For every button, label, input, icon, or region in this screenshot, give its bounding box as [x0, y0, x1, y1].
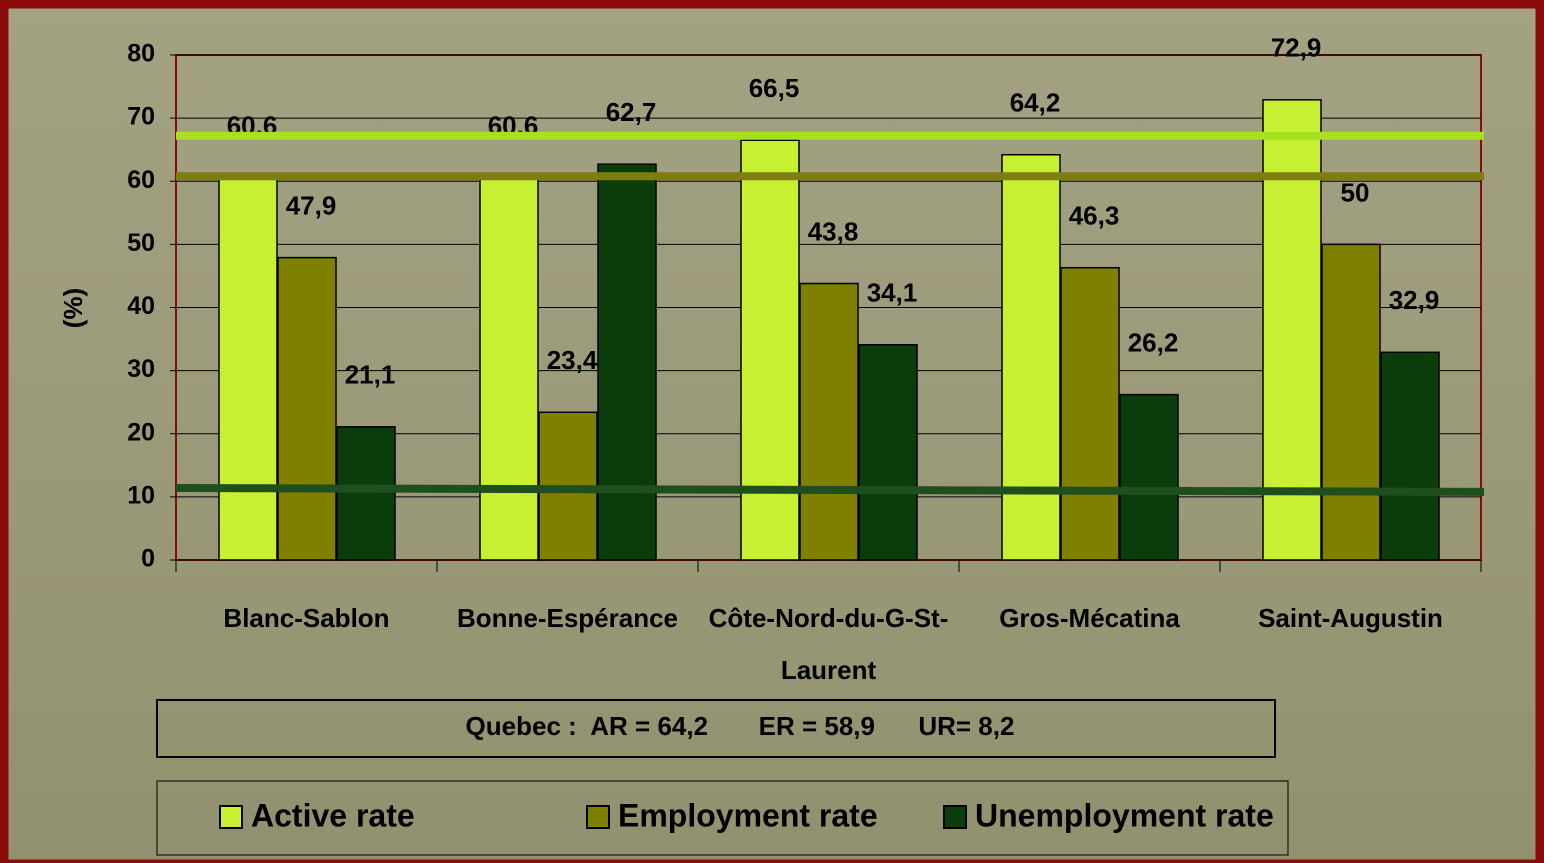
y-tick-label: 80 — [127, 40, 155, 68]
reference-line — [175, 484, 1485, 496]
bar — [1001, 153, 1061, 561]
annotation-box — [156, 699, 1276, 758]
y-tick-label: 20 — [127, 418, 155, 446]
x-tick-label: Blanc-Sablon — [223, 603, 389, 633]
bar — [597, 163, 657, 561]
bar — [336, 426, 396, 561]
bar — [799, 282, 859, 561]
y-tick-label: 60 — [127, 166, 155, 194]
legend-label: Active rate — [251, 797, 415, 833]
legend-box — [156, 780, 1289, 856]
bar — [858, 343, 918, 561]
y-axis-label: (%) — [58, 288, 88, 328]
bar — [218, 176, 278, 561]
data-label: 34,1 — [867, 278, 918, 308]
bar — [1119, 393, 1179, 561]
data-label: 66,5 — [749, 73, 800, 103]
legend-swatch — [586, 805, 610, 829]
y-tick-label: 40 — [127, 292, 155, 320]
x-tick-label: Gros-Mécatina — [999, 603, 1180, 633]
bar — [1380, 351, 1440, 561]
data-label: 32,9 — [1389, 285, 1440, 315]
y-tick-label: 70 — [127, 103, 155, 131]
data-label: 72,9 — [1271, 33, 1322, 63]
x-tick-label: Saint-Augustin — [1258, 603, 1443, 633]
bar — [740, 139, 800, 561]
data-label: 62,7 — [606, 97, 657, 127]
y-tick-label: 0 — [141, 545, 155, 573]
legend-label: Unemployment rate — [975, 797, 1274, 833]
data-label: 64,2 — [1010, 88, 1061, 118]
data-label: 21,1 — [345, 360, 396, 390]
annotation: Quebec : AR = 64,2 ER = 58,9 UR= 8,2 — [466, 711, 1015, 741]
data-label: 50 — [1341, 177, 1370, 207]
bar — [277, 256, 337, 561]
data-label: 26,2 — [1128, 327, 1179, 357]
y-tick-label: 30 — [127, 355, 155, 383]
data-label: 47,9 — [286, 191, 337, 221]
x-tick-label: Bonne-Espérance — [457, 603, 678, 633]
bar — [479, 176, 539, 561]
data-label: 23,4 — [547, 345, 598, 375]
legend-swatch — [219, 805, 243, 829]
data-label: 46,3 — [1069, 201, 1120, 231]
y-tick-label: 10 — [127, 481, 155, 509]
x-tick-label: Côte-Nord-du-G-St-Laurent — [709, 603, 949, 685]
data-label: 43,8 — [808, 216, 859, 246]
bar — [1321, 243, 1381, 561]
y-tick-label: 50 — [127, 229, 155, 257]
legend-label: Employment rate — [618, 797, 878, 833]
legend-swatch — [943, 805, 967, 829]
bar — [1060, 266, 1120, 561]
